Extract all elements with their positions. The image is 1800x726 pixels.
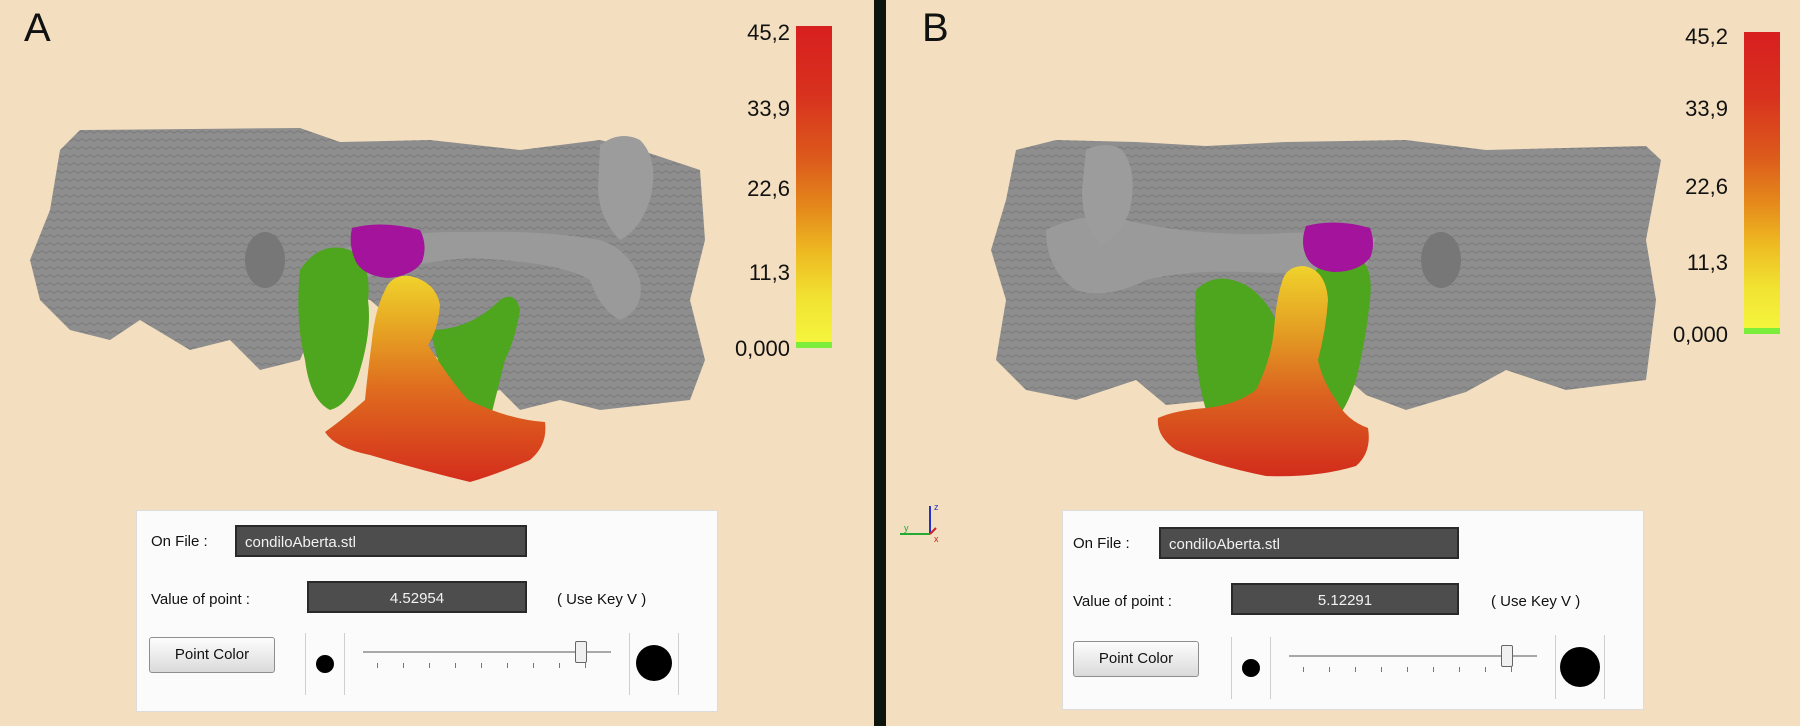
large-point-icon [1560, 647, 1600, 687]
slider-tick [533, 663, 534, 668]
scale-tick: 22,6 [1685, 174, 1728, 199]
color-scale [1744, 32, 1780, 352]
axis-triad-icon: z y x [900, 502, 939, 544]
panel-divider [874, 0, 886, 726]
slider-tick [1485, 667, 1486, 672]
articular-disc [350, 224, 425, 278]
file-field[interactable]: condiloAberta.stl [1159, 527, 1459, 559]
scale-tick: 0,000 [734, 336, 790, 361]
zygomatic-arch [1046, 216, 1376, 294]
point-info-dialog: On File : condiloAberta.stl Value of poi… [136, 510, 718, 712]
articular-disc [1303, 222, 1373, 272]
point-size-max [629, 633, 679, 695]
3d-viewport[interactable] [886, 0, 1800, 726]
slider-tick [481, 663, 482, 668]
scale-tick: 11,3 [748, 260, 790, 285]
3d-viewport[interactable] [0, 0, 874, 726]
panel-label: A [24, 6, 51, 50]
point-size-slider[interactable] [1283, 643, 1543, 683]
color-scale-bar [1744, 32, 1780, 328]
small-point-icon [316, 655, 334, 673]
scale-tick: 45,2 [747, 20, 790, 45]
ear-canal [1421, 232, 1461, 288]
on-file-label: On File : [151, 533, 208, 550]
slider-handle[interactable] [1501, 645, 1514, 667]
point-info-dialog: On File : condiloAberta.stl Value of poi… [1062, 510, 1644, 710]
color-scale [796, 26, 832, 348]
slider-tick [1459, 667, 1460, 672]
slider-tick [1511, 667, 1512, 672]
panel-label: B [922, 6, 949, 50]
panel-a: A 45,2 33,9 22,6 11,3 0,000 On File : co… [0, 0, 874, 726]
slider-handle[interactable] [575, 641, 588, 663]
point-color-button[interactable]: Point Color [1073, 641, 1199, 677]
scale-tick: 22,6 [747, 176, 790, 201]
slider-tick [507, 663, 508, 668]
on-file-label: On File : [1073, 535, 1130, 552]
file-field[interactable]: condiloAberta.stl [235, 525, 527, 557]
point-size-min [305, 633, 345, 695]
condyle-gradient [325, 275, 546, 482]
slider-tick [1329, 667, 1330, 672]
value-of-point-field[interactable]: 4.52954 [307, 581, 527, 613]
slider-tick [559, 663, 560, 668]
axis-x-label: x [934, 534, 939, 544]
value-of-point-label: Value of point : [151, 591, 250, 608]
slider-tick [1433, 667, 1434, 672]
slider-tick [1407, 667, 1408, 672]
scale-tick: 33,9 [747, 96, 790, 121]
slider-track [363, 651, 611, 653]
ear-canal [245, 232, 285, 288]
color-scale-bar [796, 26, 832, 342]
point-size-max [1555, 635, 1605, 699]
use-key-hint: ( Use Key V ) [1491, 593, 1581, 610]
slider-tick [585, 663, 586, 668]
slider-tick [1381, 667, 1382, 672]
slider-tick [377, 663, 378, 668]
slider-track [1289, 655, 1537, 657]
scale-tick: 0,000 [1672, 322, 1728, 347]
small-point-icon [1242, 659, 1260, 677]
slider-tick [1355, 667, 1356, 672]
point-size-slider[interactable] [357, 639, 617, 679]
scale-tick: 11,3 [1686, 250, 1728, 275]
slider-tick [455, 663, 456, 668]
panel-b: B 45,2 33,9 22,6 11,3 0,000 On File : co… [886, 0, 1800, 726]
point-color-button[interactable]: Point Color [149, 637, 275, 673]
slider-tick [403, 663, 404, 668]
condyle-gradient [1157, 266, 1369, 477]
condyle-green [1313, 254, 1371, 418]
slider-tick [1303, 667, 1304, 672]
value-of-point-label: Value of point : [1073, 593, 1172, 610]
use-key-hint: ( Use Key V ) [557, 591, 647, 608]
slider-tick [429, 663, 430, 668]
scale-tick: 45,2 [1685, 24, 1728, 49]
value-of-point-field[interactable]: 5.12291 [1231, 583, 1459, 615]
point-size-min [1231, 637, 1271, 699]
articular-eminence [598, 136, 654, 240]
axis-z-label: z [934, 502, 939, 512]
articular-eminence [1082, 145, 1133, 244]
axis-y-label: y [904, 523, 909, 533]
scale-tick: 33,9 [1685, 96, 1728, 121]
color-scale-zero [1744, 328, 1780, 334]
condyle-green [298, 247, 369, 410]
large-point-icon [636, 645, 672, 681]
color-scale-zero [796, 342, 832, 348]
